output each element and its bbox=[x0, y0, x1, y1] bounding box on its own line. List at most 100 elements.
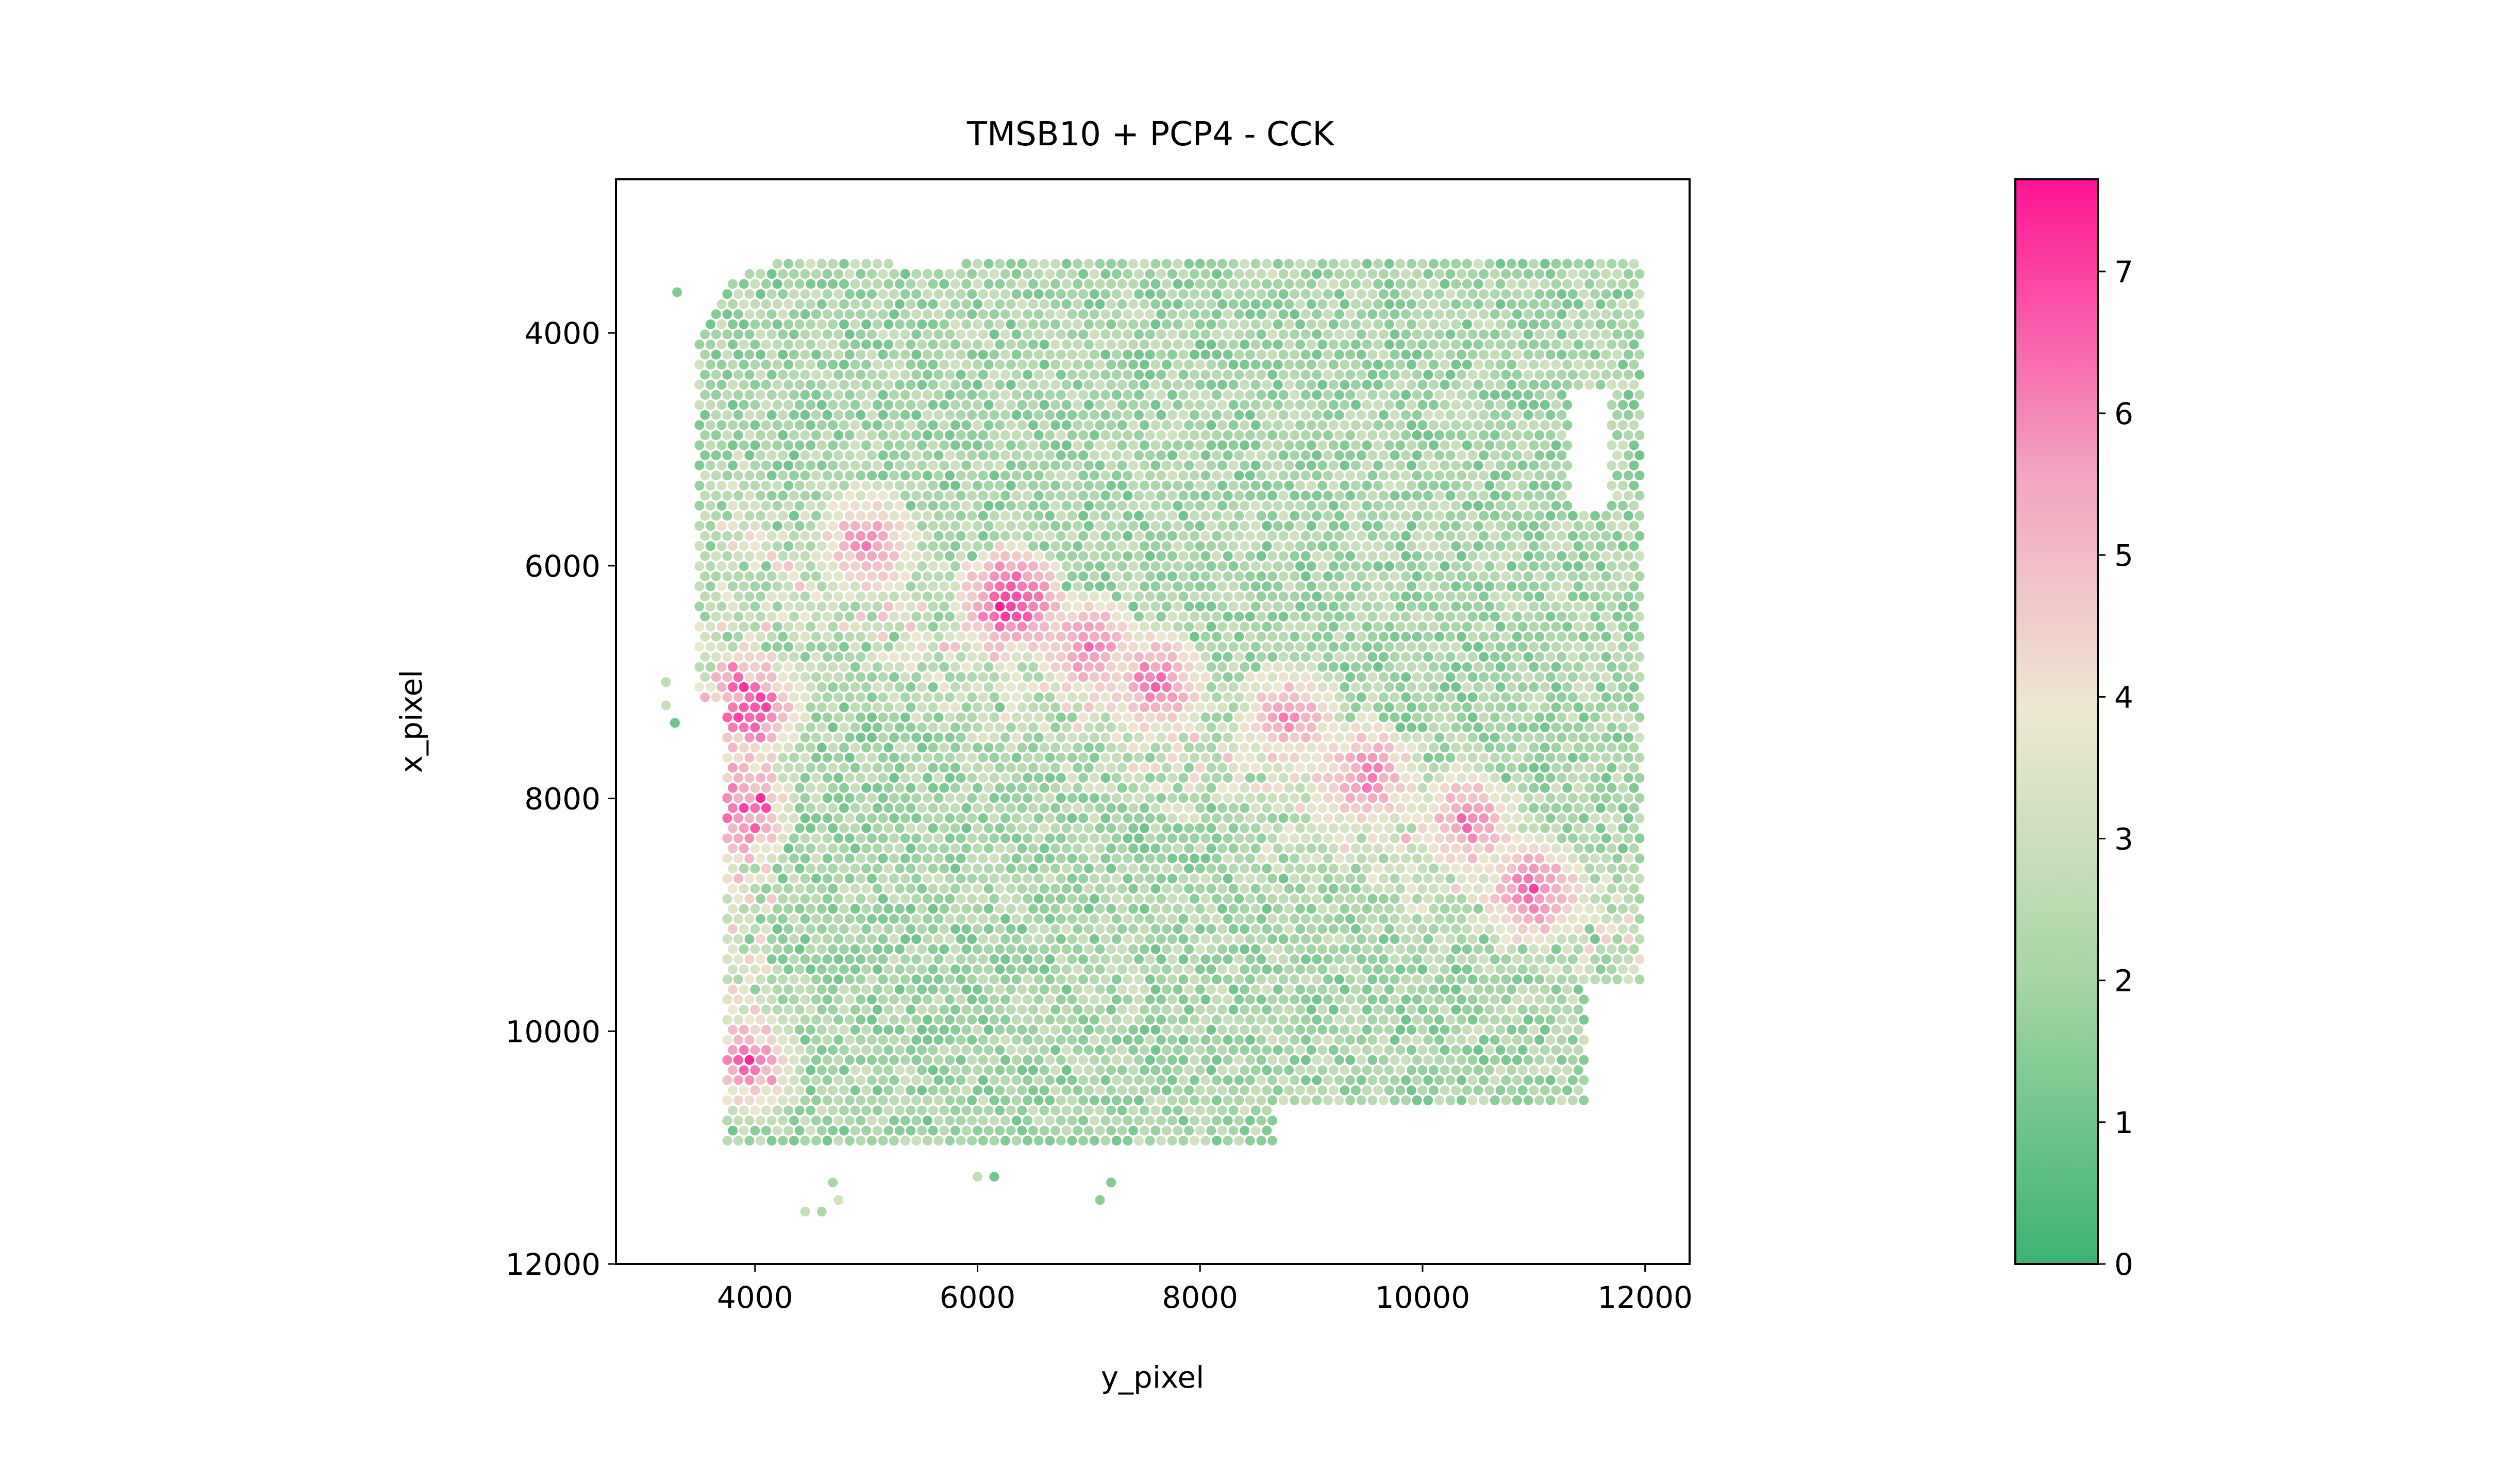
data-spot bbox=[956, 853, 966, 864]
data-spot bbox=[1290, 430, 1300, 440]
data-spot bbox=[1217, 601, 1227, 612]
data-spot bbox=[1123, 309, 1133, 319]
data-spot bbox=[1390, 309, 1400, 319]
data-spot bbox=[1061, 601, 1072, 612]
data-spot bbox=[728, 319, 738, 329]
data-spot bbox=[1356, 309, 1366, 319]
data-spot bbox=[1139, 561, 1149, 571]
data-spot bbox=[744, 833, 755, 844]
data-spot bbox=[1607, 763, 1617, 773]
data-spot bbox=[1073, 400, 1083, 410]
data-spot bbox=[939, 581, 949, 592]
data-spot bbox=[1384, 500, 1394, 511]
data-spot bbox=[756, 269, 766, 279]
data-spot bbox=[1139, 360, 1149, 370]
data-spot bbox=[1378, 531, 1389, 541]
data-spot bbox=[950, 541, 960, 551]
data-spot bbox=[1534, 410, 1545, 420]
data-spot bbox=[1534, 511, 1545, 521]
data-spot bbox=[1412, 712, 1422, 722]
data-spot bbox=[1139, 844, 1149, 853]
data-spot bbox=[1462, 400, 1472, 410]
data-spot bbox=[1618, 642, 1628, 652]
data-spot bbox=[1479, 692, 1489, 702]
data-spot bbox=[1629, 360, 1639, 370]
data-spot bbox=[1462, 823, 1472, 833]
data-spot bbox=[1000, 491, 1010, 501]
data-spot bbox=[1462, 440, 1472, 450]
data-spot bbox=[878, 571, 888, 581]
data-spot bbox=[694, 601, 705, 612]
data-spot bbox=[1350, 662, 1361, 672]
data-spot bbox=[1517, 299, 1528, 309]
data-spot bbox=[1011, 369, 1022, 380]
data-spot bbox=[1401, 269, 1411, 279]
data-spot bbox=[872, 561, 882, 571]
data-spot bbox=[800, 672, 810, 682]
data-spot bbox=[1390, 612, 1400, 622]
data-spot bbox=[1445, 450, 1456, 461]
data-spot bbox=[1534, 369, 1545, 380]
data-spot bbox=[1395, 460, 1406, 470]
data-spot bbox=[933, 752, 944, 763]
data-spot bbox=[1328, 500, 1339, 511]
data-spot bbox=[1601, 672, 1611, 682]
data-spot bbox=[1367, 612, 1378, 622]
data-spot bbox=[1467, 652, 1478, 662]
data-spot bbox=[1278, 732, 1289, 743]
data-spot bbox=[1440, 360, 1450, 370]
data-spot bbox=[956, 773, 966, 783]
data-spot bbox=[1384, 682, 1394, 692]
data-spot bbox=[1173, 380, 1183, 390]
data-spot bbox=[1134, 853, 1144, 864]
data-spot bbox=[933, 813, 944, 823]
data-spot bbox=[1595, 601, 1606, 612]
data-spot bbox=[1440, 541, 1450, 551]
data-spot bbox=[1507, 299, 1517, 309]
data-spot bbox=[1128, 259, 1139, 269]
data-spot bbox=[1256, 349, 1266, 360]
data-spot bbox=[1395, 541, 1406, 551]
data-spot bbox=[1529, 259, 1539, 269]
data-spot bbox=[917, 662, 927, 672]
data-spot bbox=[1540, 803, 1550, 813]
data-spot bbox=[878, 793, 888, 803]
data-spot bbox=[1200, 652, 1211, 662]
data-spot bbox=[1467, 793, 1478, 803]
data-spot bbox=[1089, 349, 1099, 360]
data-spot bbox=[1340, 702, 1350, 713]
data-spot bbox=[1240, 621, 1250, 632]
data-spot bbox=[1406, 440, 1416, 450]
data-spot bbox=[1529, 561, 1539, 571]
data-spot bbox=[1156, 833, 1166, 844]
data-spot bbox=[1167, 329, 1177, 340]
data-spot bbox=[1629, 480, 1639, 491]
data-spot bbox=[1217, 299, 1227, 309]
data-spot bbox=[1457, 269, 1466, 279]
data-spot bbox=[1111, 793, 1122, 803]
data-spot bbox=[761, 460, 771, 470]
data-spot bbox=[1106, 319, 1116, 329]
data-spot bbox=[894, 460, 905, 470]
data-spot bbox=[794, 561, 805, 571]
data-spot bbox=[900, 269, 910, 279]
data-spot bbox=[1061, 541, 1072, 551]
data-spot bbox=[833, 833, 844, 844]
data-spot bbox=[1284, 783, 1294, 793]
data-spot bbox=[1356, 269, 1366, 279]
data-spot bbox=[878, 531, 888, 541]
data-spot bbox=[1240, 561, 1250, 571]
data-spot bbox=[1395, 601, 1406, 612]
data-spot bbox=[1234, 551, 1244, 561]
data-spot bbox=[1345, 491, 1356, 501]
data-spot bbox=[1100, 329, 1111, 340]
data-spot bbox=[1256, 450, 1266, 461]
data-spot bbox=[961, 259, 972, 269]
data-spot bbox=[1262, 722, 1272, 733]
data-spot bbox=[1534, 329, 1545, 340]
data-spot bbox=[1267, 692, 1277, 702]
data-spot bbox=[816, 541, 827, 551]
data-spot bbox=[900, 289, 910, 299]
data-spot bbox=[1217, 722, 1227, 733]
data-spot bbox=[1512, 410, 1522, 420]
